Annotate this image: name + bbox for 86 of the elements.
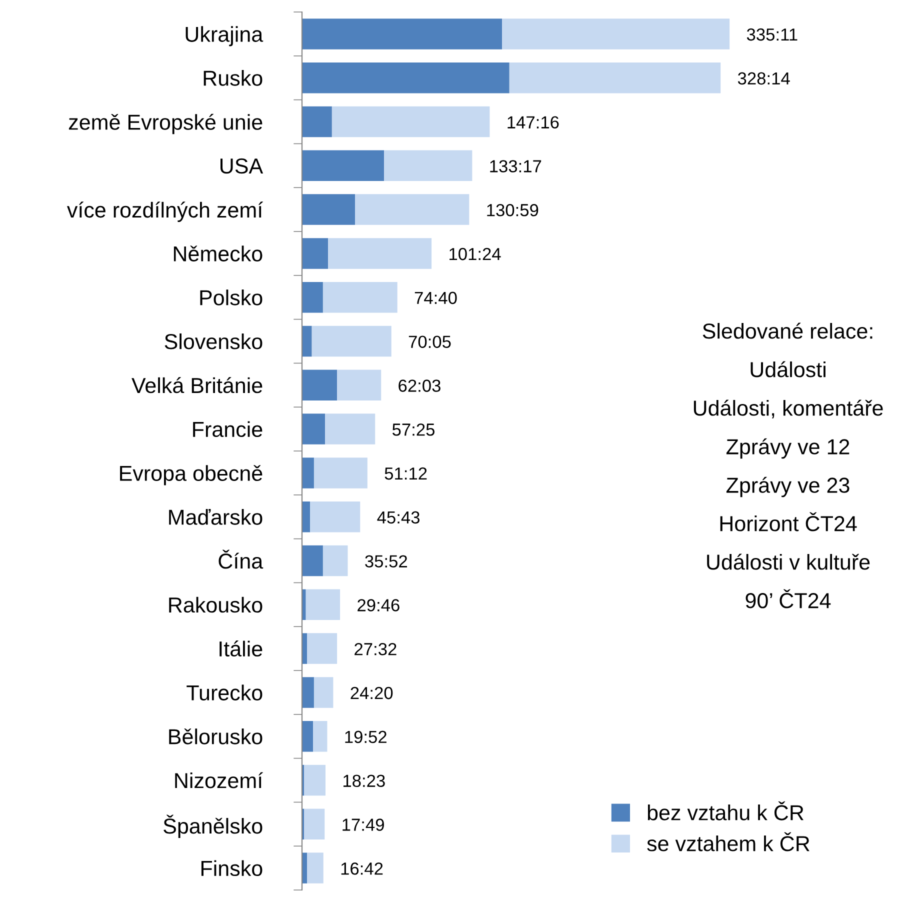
bar xyxy=(304,808,325,840)
annotation: 62:03 xyxy=(398,380,440,392)
y-tick-label: Nizozemí xyxy=(175,772,264,788)
annotation: Zprávy ve 12 xyxy=(726,438,850,459)
bar xyxy=(332,106,490,138)
annotation: 27:32 xyxy=(354,643,396,656)
annotation: 133:17 xyxy=(490,160,542,172)
bar xyxy=(307,852,324,884)
bar xyxy=(502,18,730,50)
annotation: 29:46 xyxy=(358,599,400,612)
y-tick-label: Turecko xyxy=(186,684,262,700)
bar xyxy=(314,677,334,708)
annotation: 17:49 xyxy=(342,818,384,831)
y-tick-label: více rozdílných zemí xyxy=(66,202,264,222)
annotation: 18:23 xyxy=(344,774,385,787)
y-tick-label: Evropa obecně xyxy=(120,465,262,486)
annotation: 35:52 xyxy=(365,555,407,568)
y-tick-label: Ukrajina xyxy=(186,26,264,46)
y-tick-label: Slovensko xyxy=(164,333,262,350)
text: Události xyxy=(750,361,826,378)
y-tick-label: Francie xyxy=(193,421,262,438)
bar xyxy=(302,238,328,269)
annotation: Sledované relace: xyxy=(702,322,872,339)
bar xyxy=(302,282,323,313)
bar xyxy=(302,720,314,752)
bar xyxy=(302,150,384,182)
annotation: 51:12 xyxy=(384,467,427,480)
y-tick-label: Itálie xyxy=(220,640,262,657)
bar xyxy=(302,545,323,576)
annotation: 24:20 xyxy=(350,686,393,700)
annotation: 16:42 xyxy=(341,862,383,875)
annotation: 101:24 xyxy=(450,248,501,260)
legend-label: se vztahem k ČR xyxy=(647,832,810,852)
bar xyxy=(304,764,326,796)
bar xyxy=(302,18,502,50)
bar xyxy=(306,589,340,620)
bar xyxy=(302,458,314,488)
bar xyxy=(302,106,332,138)
annotation: 45:43 xyxy=(377,511,420,524)
y-tick-label: Německo xyxy=(174,246,262,262)
y-tick-label: Polsko xyxy=(200,290,262,306)
bar xyxy=(384,150,472,182)
y-tick-label: Rusko xyxy=(204,70,262,86)
y-tick-label: země Evropské unie xyxy=(68,114,262,134)
bar xyxy=(302,194,356,225)
bar xyxy=(355,194,470,225)
bar xyxy=(302,414,326,444)
bar xyxy=(307,633,338,664)
bar xyxy=(302,677,314,708)
annotation: 57:25 xyxy=(392,424,434,436)
bar xyxy=(313,720,328,752)
annotation: 328:14 xyxy=(738,72,790,85)
y-tick-label: Finsko xyxy=(201,860,262,876)
bar xyxy=(302,370,338,401)
annotation: 19:52 xyxy=(345,730,386,744)
y-tick-label: Maďarsko xyxy=(169,508,262,525)
bar xyxy=(328,238,432,269)
bar xyxy=(509,62,721,94)
bar xyxy=(302,589,306,620)
bar xyxy=(314,458,368,488)
bar xyxy=(337,370,382,401)
text: 90’ ČT24 xyxy=(746,589,831,608)
y-tick-label: Rakousko xyxy=(169,596,262,613)
bar xyxy=(310,501,360,532)
annotation: Zprávy ve 23 xyxy=(726,476,850,498)
bar xyxy=(302,501,310,532)
bar xyxy=(302,326,312,357)
annotation: 74:40 xyxy=(414,292,457,304)
y-tick-label: Čína xyxy=(218,550,264,569)
annotation: Události v kultuře xyxy=(707,554,870,570)
y-tick-label: Bělorusko xyxy=(169,728,262,744)
y-tick-label: Španělsko xyxy=(164,814,262,838)
annotation: 147:16 xyxy=(508,116,559,128)
annotation: 335:11 xyxy=(746,28,798,41)
y-tick-label: Velká Británie xyxy=(132,377,262,394)
bar xyxy=(312,326,392,357)
bar xyxy=(322,282,398,313)
annotation: Horizont ČT24 xyxy=(720,512,857,532)
annotation: Události, komentáře xyxy=(694,400,883,418)
bar xyxy=(322,545,348,576)
y-tick-label: USA xyxy=(220,158,264,174)
bar xyxy=(302,62,510,94)
bar xyxy=(325,414,376,444)
annotation: 70:05 xyxy=(408,336,451,348)
annotation: 130:59 xyxy=(487,204,538,216)
legend-label: bez vztahu k ČR xyxy=(648,801,804,820)
